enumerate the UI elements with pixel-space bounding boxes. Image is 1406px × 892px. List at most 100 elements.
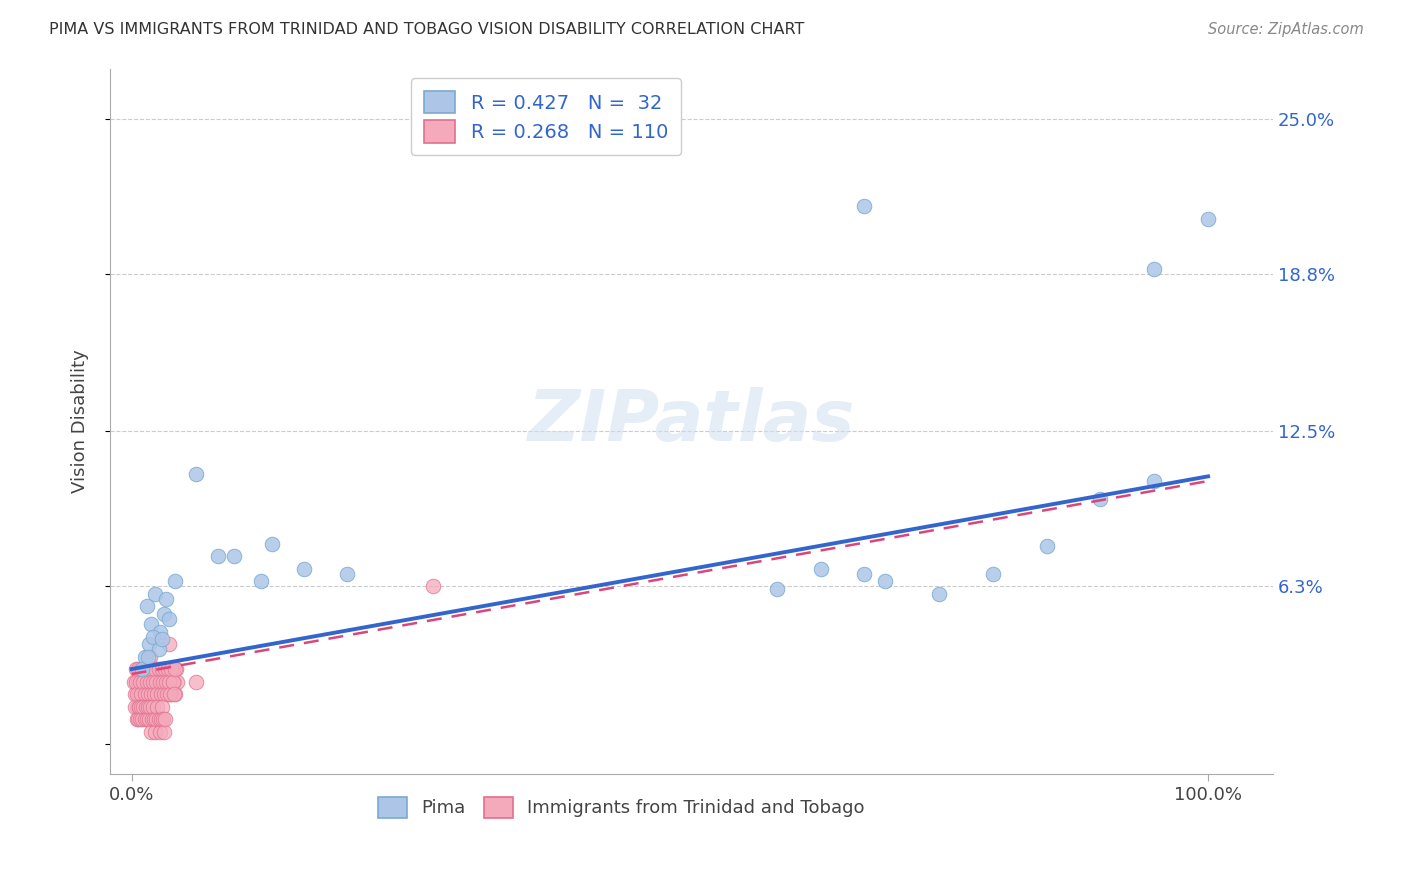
Legend: Pima, Immigrants from Trinidad and Tobago: Pima, Immigrants from Trinidad and Tobag… bbox=[371, 789, 872, 825]
Point bbox=[875, 574, 897, 589]
Point bbox=[138, 712, 160, 726]
Point bbox=[141, 662, 163, 676]
Point bbox=[150, 699, 173, 714]
Point bbox=[157, 674, 180, 689]
Point bbox=[222, 549, 245, 564]
Point bbox=[145, 674, 167, 689]
Point bbox=[165, 662, 187, 676]
Point bbox=[143, 662, 166, 676]
Point bbox=[131, 712, 153, 726]
Point bbox=[135, 687, 157, 701]
Point bbox=[129, 712, 152, 726]
Point bbox=[157, 662, 180, 676]
Point bbox=[143, 687, 166, 701]
Point bbox=[143, 712, 166, 726]
Point bbox=[148, 687, 170, 701]
Point bbox=[129, 674, 152, 689]
Point bbox=[136, 699, 159, 714]
Point bbox=[1143, 475, 1166, 489]
Point bbox=[143, 674, 166, 689]
Point bbox=[162, 662, 184, 676]
Point bbox=[166, 674, 188, 689]
Point bbox=[125, 712, 148, 726]
Point bbox=[136, 687, 159, 701]
Point bbox=[150, 662, 173, 676]
Point bbox=[186, 467, 208, 481]
Point bbox=[156, 687, 179, 701]
Point bbox=[153, 712, 176, 726]
Point bbox=[149, 624, 172, 639]
Point bbox=[149, 674, 172, 689]
Point bbox=[153, 724, 176, 739]
Point bbox=[159, 687, 181, 701]
Point bbox=[162, 674, 184, 689]
Point bbox=[150, 687, 173, 701]
Point bbox=[148, 662, 170, 676]
Point bbox=[149, 712, 172, 726]
Point bbox=[148, 642, 170, 657]
Point bbox=[153, 674, 176, 689]
Point bbox=[157, 637, 180, 651]
Point bbox=[157, 687, 180, 701]
Point bbox=[134, 649, 156, 664]
Point bbox=[150, 632, 173, 646]
Point bbox=[153, 687, 176, 701]
Point bbox=[127, 674, 149, 689]
Point bbox=[163, 574, 186, 589]
Point bbox=[149, 674, 172, 689]
Point bbox=[148, 712, 170, 726]
Point bbox=[157, 662, 180, 676]
Point bbox=[146, 699, 169, 714]
Text: ZIPatlas: ZIPatlas bbox=[527, 387, 855, 456]
Point bbox=[141, 712, 163, 726]
Point bbox=[152, 674, 174, 689]
Point bbox=[156, 674, 179, 689]
Point bbox=[1197, 211, 1219, 226]
Point bbox=[139, 674, 162, 689]
Point bbox=[852, 199, 875, 213]
Point bbox=[186, 674, 208, 689]
Point bbox=[292, 562, 315, 576]
Point bbox=[125, 699, 148, 714]
Point bbox=[141, 687, 163, 701]
Point bbox=[129, 687, 152, 701]
Point bbox=[124, 687, 146, 701]
Point bbox=[138, 687, 160, 701]
Point bbox=[142, 662, 165, 676]
Point bbox=[1090, 491, 1112, 506]
Point bbox=[766, 582, 789, 596]
Point bbox=[128, 699, 150, 714]
Point bbox=[139, 699, 162, 714]
Point bbox=[138, 637, 160, 651]
Point bbox=[122, 674, 145, 689]
Point bbox=[163, 687, 186, 701]
Point bbox=[160, 662, 183, 676]
Point bbox=[160, 687, 183, 701]
Point bbox=[207, 549, 229, 564]
Point bbox=[155, 591, 177, 606]
Text: PIMA VS IMMIGRANTS FROM TRINIDAD AND TOBAGO VISION DISABILITY CORRELATION CHART: PIMA VS IMMIGRANTS FROM TRINIDAD AND TOB… bbox=[49, 22, 804, 37]
Point bbox=[163, 662, 186, 676]
Point bbox=[125, 662, 148, 676]
Point bbox=[928, 587, 950, 601]
Point bbox=[135, 699, 157, 714]
Point bbox=[125, 674, 148, 689]
Point bbox=[422, 579, 444, 593]
Point bbox=[142, 699, 165, 714]
Point bbox=[852, 566, 875, 581]
Point bbox=[139, 617, 162, 632]
Point bbox=[135, 662, 157, 676]
Point bbox=[128, 699, 150, 714]
Point bbox=[162, 687, 184, 701]
Point bbox=[336, 566, 359, 581]
Point bbox=[134, 674, 156, 689]
Point bbox=[131, 662, 153, 676]
Point bbox=[135, 599, 157, 614]
Point bbox=[132, 674, 155, 689]
Point bbox=[135, 662, 157, 676]
Point bbox=[145, 662, 167, 676]
Point bbox=[136, 674, 159, 689]
Point bbox=[155, 674, 177, 689]
Point bbox=[139, 687, 162, 701]
Point bbox=[145, 712, 167, 726]
